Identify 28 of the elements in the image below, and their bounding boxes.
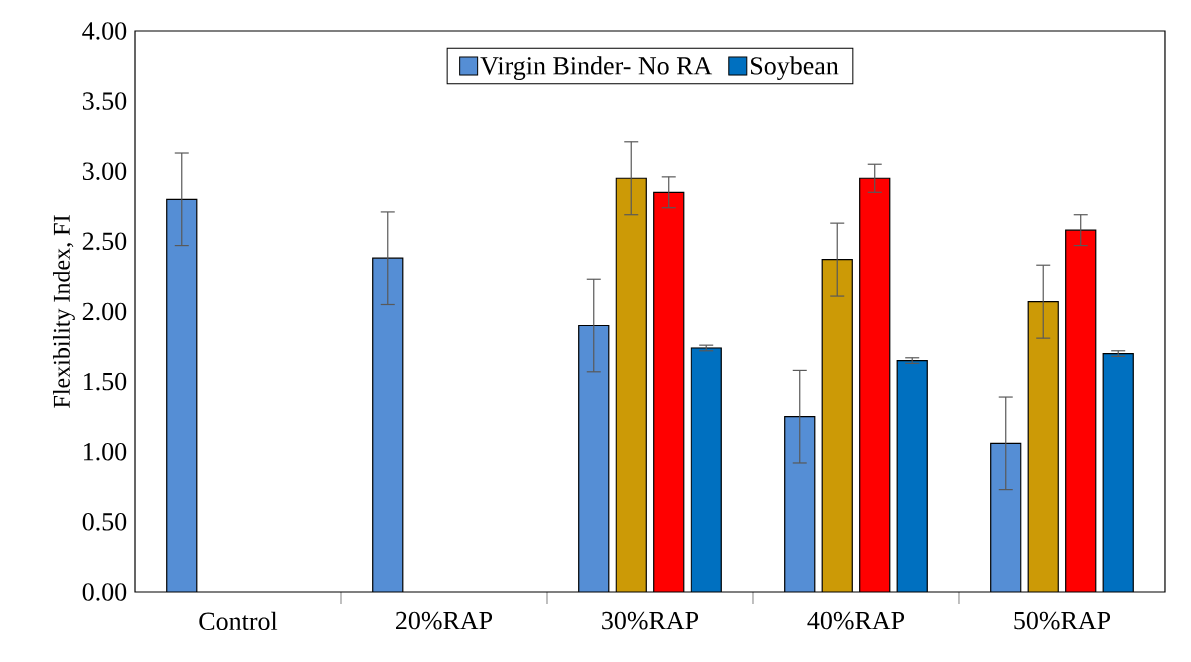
y-tick-label: 2.50 bbox=[82, 232, 127, 251]
x-tick-label: 20%RAP bbox=[396, 611, 493, 630]
x-tick-label: 50%RAP bbox=[1014, 611, 1111, 630]
bar bbox=[1027, 301, 1059, 592]
bar bbox=[578, 324, 610, 592]
y-tick-label: 0.00 bbox=[82, 583, 127, 601]
y-tick-label: 2.00 bbox=[82, 302, 127, 321]
y-tick-label: 0.50 bbox=[82, 513, 127, 531]
y-tick-label: 4.00 bbox=[82, 22, 127, 40]
bar bbox=[990, 442, 1022, 592]
y-tick-label: 3.50 bbox=[82, 92, 127, 110]
bar bbox=[372, 257, 404, 592]
y-tick-label: 3.00 bbox=[82, 162, 127, 181]
x-tick-label: Control bbox=[199, 611, 278, 631]
legend-label: Virgin Binder- No RA bbox=[480, 56, 713, 80]
legend-label: Soybean bbox=[751, 56, 839, 80]
bar bbox=[166, 198, 198, 592]
bar bbox=[859, 177, 891, 592]
x-tick-label: 40%RAP bbox=[807, 611, 905, 630]
y-tick-label: 1.50 bbox=[83, 372, 127, 391]
y-tick-label: 1.00 bbox=[83, 442, 127, 461]
bar bbox=[784, 416, 816, 592]
y-axis-title: Flexibility Index, FI bbox=[53, 215, 75, 408]
bar bbox=[653, 191, 685, 592]
bar bbox=[1065, 229, 1097, 592]
x-tick-label: 30%RAP bbox=[602, 611, 699, 630]
bar bbox=[821, 259, 853, 592]
bar bbox=[615, 177, 647, 592]
